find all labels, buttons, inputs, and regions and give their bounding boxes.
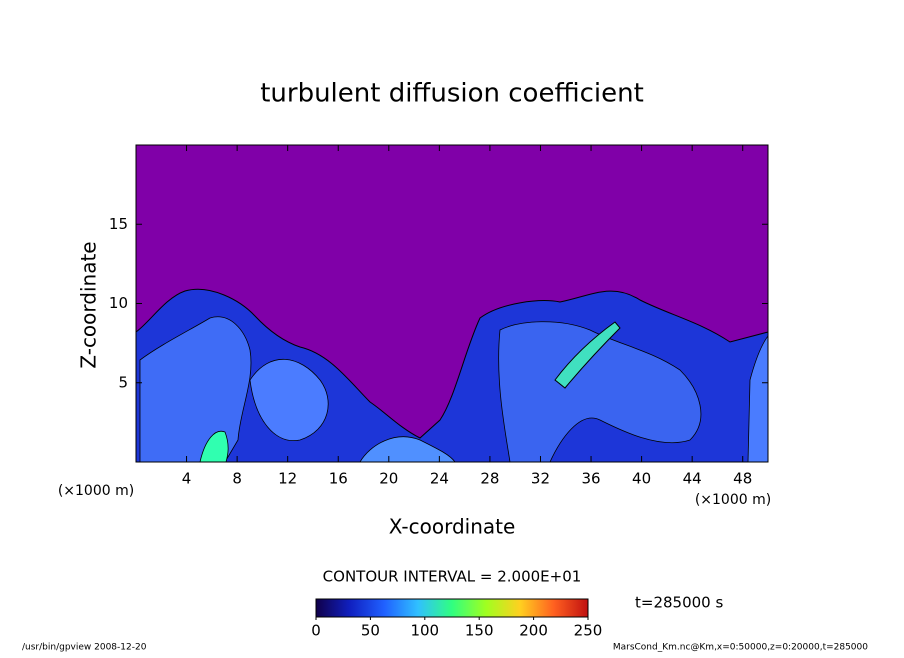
colorbar-tick-label: 0 (311, 622, 321, 640)
colorbar (315, 598, 589, 618)
chart-title: turbulent diffusion coefficient (260, 79, 644, 109)
x-tick-label: 44 (683, 470, 702, 488)
footer-right: MarsCond_Km.nc@Km,x=0:50000,z=0:20000,t=… (613, 643, 868, 653)
x-tick-label: 24 (430, 470, 449, 488)
x-unit-label: (×1000 m) (58, 483, 134, 499)
x-tick-label: 36 (581, 470, 600, 488)
x-tick-label: 40 (632, 470, 651, 488)
field-region (359, 436, 456, 462)
time-label: t=285000 s (635, 594, 723, 612)
x-tick-label: 4 (182, 470, 192, 488)
x-tick-label: 28 (480, 470, 499, 488)
y-tick-label: 15 (109, 215, 128, 233)
colorbar-tick-label: 150 (465, 622, 494, 640)
x-tick-label: 20 (379, 470, 398, 488)
footer-left: /usr/bin/gpview 2008-12-20 (22, 643, 147, 653)
field-region (249, 358, 329, 442)
y-tick-label: 5 (118, 373, 128, 391)
field-region (554, 321, 621, 389)
x-tick-label: 48 (733, 470, 752, 488)
colorbar-tick-label: 100 (410, 622, 439, 640)
field-region (139, 316, 252, 462)
field (136, 288, 768, 462)
colorbar-tick-label: 250 (574, 622, 603, 640)
x-tick-label: 16 (329, 470, 348, 488)
y-axis-label: Z-coordinate (77, 241, 101, 368)
x-axis-label: X-coordinate (389, 515, 516, 539)
field-region (199, 430, 229, 462)
contour-interval: CONTOUR INTERVAL = 2.000E+01 (323, 568, 582, 586)
field-region (498, 321, 702, 462)
x-tick-label: 8 (232, 470, 242, 488)
x-tick-label: 12 (278, 470, 297, 488)
colorbar-tick-label: 50 (361, 622, 380, 640)
colorbar-tick-label: 200 (519, 622, 548, 640)
x-unit-label: (×1000 m) (695, 492, 771, 508)
x-tick-label: 32 (531, 470, 550, 488)
y-tick-label: 10 (109, 294, 128, 312)
